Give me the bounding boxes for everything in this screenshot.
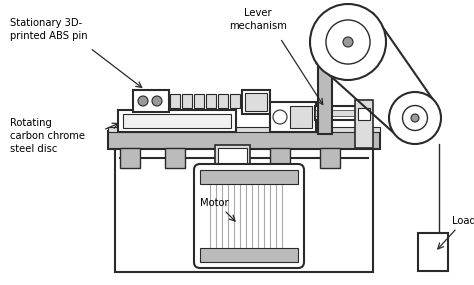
Bar [118, 110, 236, 132]
Bar [206, 94, 216, 108]
Bar [115, 147, 373, 272]
Circle shape [152, 96, 162, 106]
Circle shape [138, 96, 148, 106]
Bar [320, 148, 340, 168]
Bar [418, 233, 448, 271]
Bar [165, 148, 185, 168]
Circle shape [343, 37, 353, 47]
Text: Stationary 3D-
printed ABS pin: Stationary 3D- printed ABS pin [10, 18, 88, 41]
Bar [215, 148, 235, 168]
Bar [242, 90, 270, 114]
Text: Rotating
carbon chrome
steel disc: Rotating carbon chrome steel disc [10, 118, 85, 154]
Text: Load: Load [452, 216, 474, 226]
Bar [290, 106, 312, 128]
Circle shape [310, 4, 386, 80]
Bar [200, 170, 298, 184]
Circle shape [411, 114, 419, 122]
Bar [170, 94, 180, 108]
Bar [108, 127, 380, 132]
Bar [218, 148, 247, 168]
Bar [270, 102, 316, 132]
Circle shape [326, 20, 370, 64]
Bar [315, 110, 360, 116]
Circle shape [402, 105, 428, 131]
Bar [230, 94, 240, 108]
Bar [245, 93, 267, 111]
Bar [315, 106, 360, 120]
Bar [133, 90, 169, 112]
Circle shape [389, 92, 441, 144]
Bar [194, 94, 204, 108]
Text: Lever
mechanism: Lever mechanism [229, 8, 287, 31]
FancyBboxPatch shape [194, 164, 304, 268]
Bar [123, 114, 231, 128]
Bar [358, 108, 370, 120]
Bar [318, 52, 332, 134]
Bar [215, 145, 250, 171]
Bar [200, 248, 298, 262]
Bar [218, 94, 228, 108]
Bar [270, 148, 290, 168]
Circle shape [273, 110, 287, 124]
Bar [108, 131, 380, 149]
Bar [120, 148, 140, 168]
Bar [355, 100, 373, 148]
Bar [182, 94, 192, 108]
Text: Motor: Motor [200, 198, 228, 208]
